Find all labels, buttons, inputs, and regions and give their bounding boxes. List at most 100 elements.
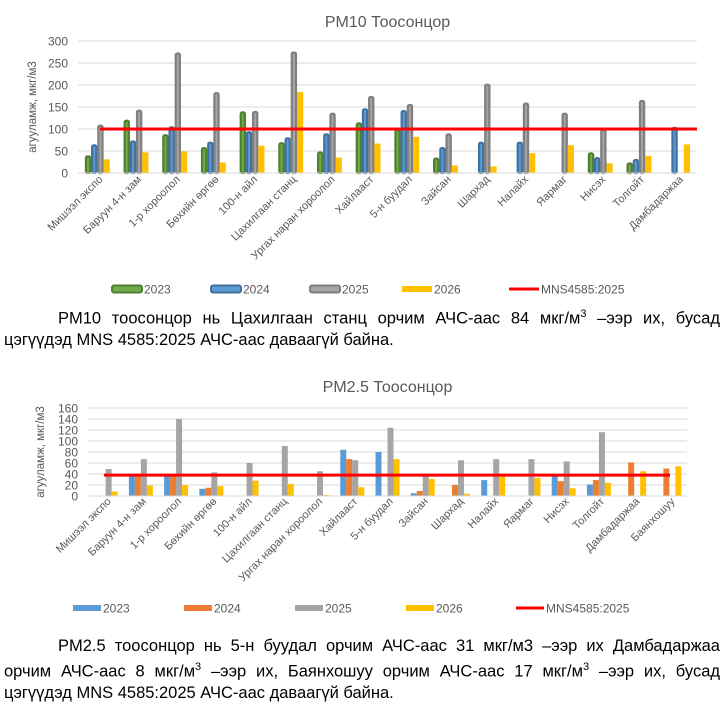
- bar-2025: [368, 95, 375, 175]
- y-tick-label: 160: [58, 402, 78, 416]
- bar-2026: [142, 152, 149, 173]
- bar-2023: [626, 162, 633, 175]
- x-tick-label: Шархад: [429, 495, 466, 532]
- legend-label: 2024: [214, 602, 241, 616]
- bar-2026: [451, 165, 458, 173]
- bar-2025: [563, 461, 570, 496]
- legend-label: MNS4585:2025: [546, 602, 630, 616]
- pm10-chart: PM10 Тоосонцор 0 50 100 150 200 250 300 агууламж…: [0, 0, 728, 300]
- bar-2026: [252, 480, 259, 496]
- bar-2026: [393, 459, 400, 496]
- bar-2023: [84, 155, 92, 175]
- bar-2024: [346, 459, 353, 496]
- x-tick-label: 5-н буудал: [368, 174, 415, 221]
- bar-2026: [296, 92, 304, 173]
- bar-2024: [592, 480, 599, 496]
- chart-title: PM10 Тоосонцор: [325, 14, 450, 31]
- bar-2026: [180, 151, 188, 173]
- bar-2023: [481, 480, 488, 496]
- x-tick-label: Налайх: [466, 495, 502, 531]
- bar-2025: [406, 103, 414, 175]
- x-tick-label: Нисэх: [578, 173, 609, 204]
- bar-2025: [135, 109, 143, 175]
- legend-swatch: [295, 605, 323, 611]
- pm25-text-3: –ээр их, бусад цэгүүдэд MNS 4585:2025 АЧ…: [4, 662, 721, 702]
- bar-2025: [281, 445, 288, 496]
- bar-2025: [445, 133, 452, 175]
- chart-title: PM2.5 Тоосонцор: [323, 379, 453, 396]
- bar-2023: [162, 134, 169, 175]
- bar-2026: [182, 485, 189, 496]
- x-tick-label: Цахилгаан станц: [220, 495, 290, 565]
- legend-item: 2025: [295, 602, 352, 616]
- y-tick-label: 60: [65, 457, 79, 471]
- bar-2024: [663, 468, 670, 496]
- y-tick-label: 140: [58, 413, 78, 427]
- y-tick-label: 300: [48, 35, 68, 49]
- y-tick-label: 200: [48, 79, 68, 93]
- bar-2024: [91, 144, 98, 175]
- y-tick-label: 50: [55, 145, 69, 159]
- legend-label: 2025: [342, 283, 369, 297]
- x-tick-label: Шархад: [455, 173, 492, 210]
- x-tick-label: Нисэх: [542, 495, 573, 526]
- bar-2025: [140, 459, 147, 496]
- y-axis-label: агууламж, мкг/м3: [35, 406, 47, 498]
- x-tick-label: Яармаг: [501, 496, 536, 531]
- bar-2026: [606, 163, 613, 173]
- bar-2025: [317, 471, 324, 496]
- bar-2024: [628, 462, 635, 496]
- bar-2024: [593, 157, 601, 175]
- y-tick-label: 0: [61, 167, 68, 181]
- bar-2024: [207, 141, 214, 175]
- bar-2026: [258, 145, 265, 173]
- bar-2024: [284, 137, 291, 175]
- bar-2025: [493, 459, 500, 496]
- bar-2026: [534, 477, 541, 496]
- bar-2026: [499, 475, 506, 496]
- bar-2024: [516, 141, 524, 175]
- bar-2023: [239, 111, 247, 175]
- legend-item: 2023: [111, 283, 171, 297]
- bar-2024: [557, 481, 564, 496]
- bar-2026: [323, 494, 330, 496]
- legend-item: 2025: [309, 283, 369, 297]
- y-tick-label: 100: [48, 123, 68, 137]
- bar-2023: [278, 142, 285, 175]
- bar-2023: [410, 493, 417, 496]
- bar-2024: [416, 491, 423, 496]
- pm25-summary-paragraph: PM2.5 тоосонцор нь 5-н буудал орчим АЧС-…: [4, 636, 720, 704]
- bar-2023: [200, 146, 208, 175]
- bar-2024: [129, 140, 137, 175]
- pm25-sup-1: 3: [195, 661, 202, 673]
- pm10-summary-paragraph: PM10 тоосонцор нь Цахилгаан станц орчим …: [4, 304, 720, 351]
- legend-label: 2026: [436, 602, 463, 616]
- bar-2026: [569, 488, 576, 496]
- bar-2023: [551, 475, 558, 496]
- bar-2025: [457, 460, 464, 496]
- bar-2024: [632, 158, 640, 175]
- bar-2025: [211, 472, 218, 496]
- bar-2026: [675, 466, 682, 496]
- legend-label: 2025: [325, 602, 352, 616]
- legend-swatch: [309, 284, 341, 294]
- pm10-text-1: PM10 тоосонцор нь Цахилгаан станц орчим …: [58, 309, 581, 328]
- pm10-text-2: –ээр их, бусад цэгүүдэд MNS 4585:2025 АЧ…: [4, 309, 720, 349]
- bar-2023: [433, 157, 440, 175]
- y-tick-label: 20: [65, 479, 79, 493]
- bar-2025: [290, 51, 298, 175]
- bar-2025: [105, 469, 112, 496]
- bar-2026: [374, 143, 381, 173]
- bar-2025: [528, 459, 535, 496]
- bar-2025: [213, 91, 220, 175]
- bar-2025: [598, 432, 605, 496]
- legend-swatch: [402, 286, 432, 292]
- bar-2024: [361, 108, 369, 175]
- bar-2025: [522, 102, 530, 175]
- legend-item: 2024: [184, 602, 241, 616]
- bar-2026: [529, 153, 536, 173]
- y-tick-label: 150: [48, 101, 68, 115]
- bar-2025: [246, 463, 253, 496]
- bar-2024: [205, 487, 212, 496]
